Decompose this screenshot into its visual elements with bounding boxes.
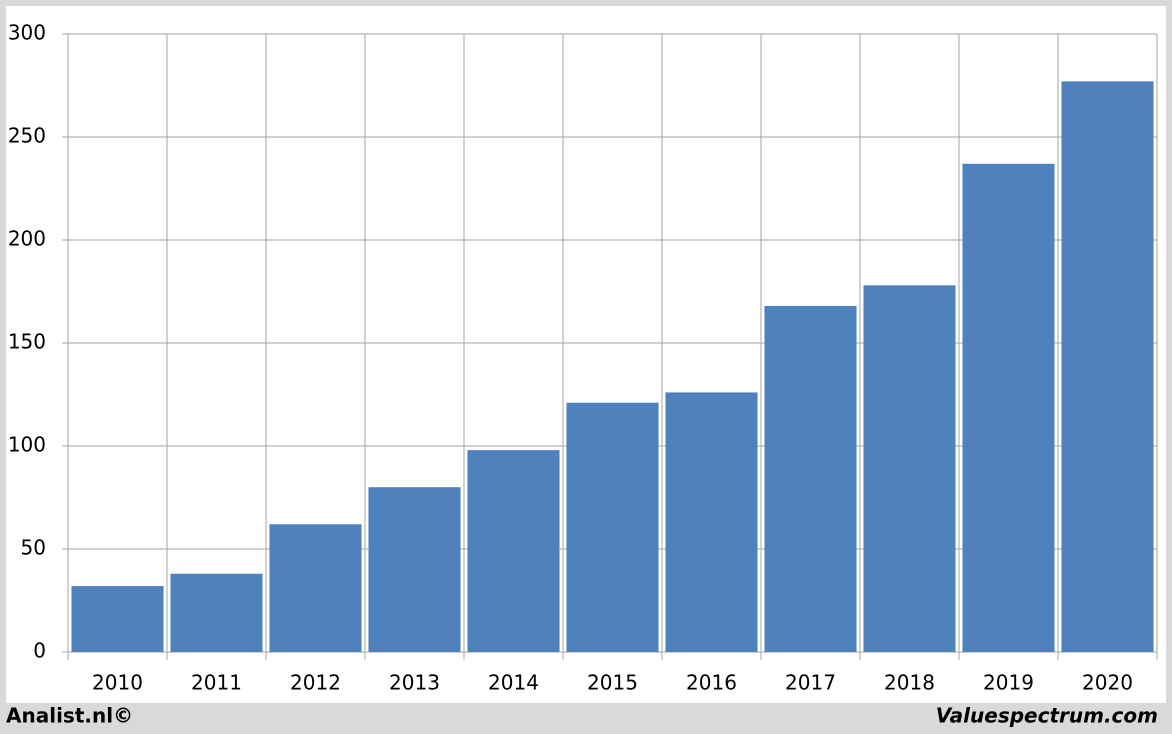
y-tick-label: 100 [8, 433, 46, 457]
x-tick-label: 2017 [785, 671, 836, 695]
x-tick-label: 2015 [587, 671, 638, 695]
x-tick-label: 2013 [389, 671, 440, 695]
y-tick-label: 50 [21, 536, 46, 560]
bar [368, 487, 461, 652]
x-tick-label: 2018 [884, 671, 935, 695]
x-tick-label: 2019 [983, 671, 1034, 695]
y-tick-label: 200 [8, 227, 46, 251]
y-tick-label: 0 [33, 639, 46, 663]
y-tick-label: 300 [8, 21, 46, 45]
bar [170, 573, 263, 652]
y-tick-label: 150 [8, 330, 46, 354]
bar [71, 586, 164, 652]
footer-right: Valuespectrum.com [936, 704, 1158, 728]
bar [863, 285, 956, 652]
x-tick-label: 2020 [1082, 671, 1133, 695]
bar [269, 524, 362, 652]
x-tick-label: 2010 [92, 671, 143, 695]
bar [962, 163, 1055, 652]
footer-left: Analist.nl© [6, 704, 133, 728]
bar [764, 305, 857, 652]
x-tick-label: 2014 [488, 671, 539, 695]
y-tick-label: 250 [8, 124, 46, 148]
bar [566, 402, 659, 652]
bar [1061, 81, 1154, 652]
x-tick-label: 2011 [191, 671, 242, 695]
bar [467, 450, 560, 652]
bar [665, 392, 758, 652]
x-tick-label: 2012 [290, 671, 341, 695]
x-tick-label: 2016 [686, 671, 737, 695]
